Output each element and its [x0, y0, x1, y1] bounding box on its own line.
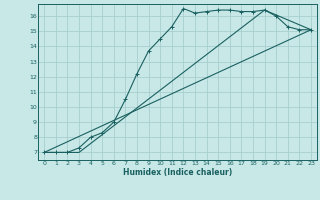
- X-axis label: Humidex (Indice chaleur): Humidex (Indice chaleur): [123, 168, 232, 177]
